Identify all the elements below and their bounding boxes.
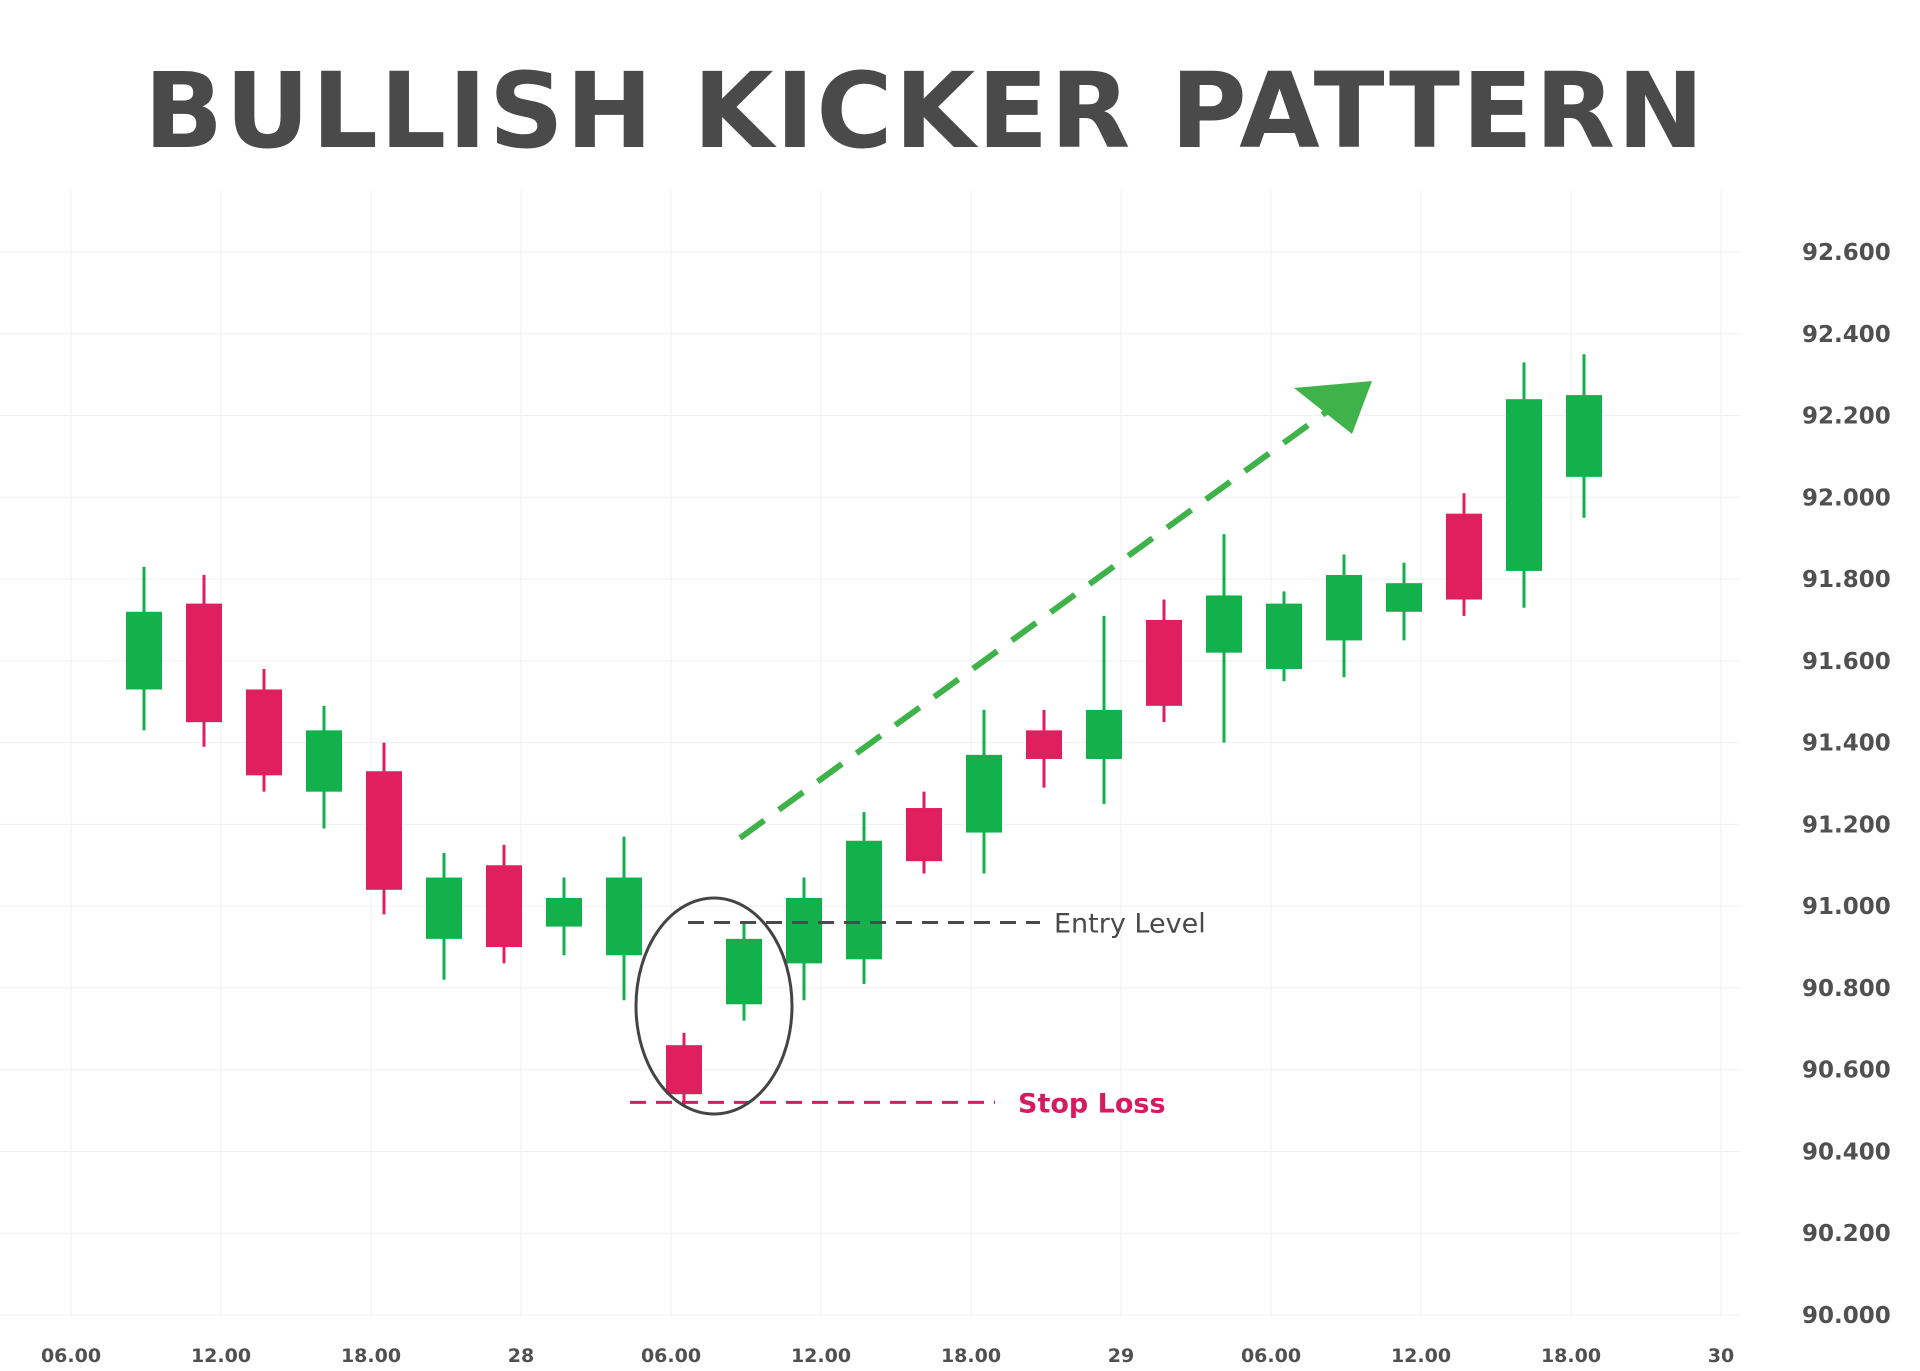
trend-arrow-line [738,399,1342,841]
bullish-candle [1386,562,1422,641]
bullish-candle [726,922,762,1021]
candle-body [486,865,522,948]
y-axis-ticks: 92.600 92.400 92.200 92.000 91.800 91.600 91.4… [1802,240,1891,1329]
x-tick-label: 12.00 [791,1345,851,1367]
x-tick-label: 12.00 [191,1345,251,1367]
y-tick-label: 91.600 [1802,649,1891,675]
candle-body [126,611,162,690]
bearish-candle [486,844,522,964]
candle-body [1086,709,1122,759]
bullish-candle [1206,534,1242,743]
annotations: Entry Level Stop Loss [630,381,1372,1119]
y-tick-label: 92.200 [1802,404,1891,430]
bearish-candle [366,742,402,915]
candle-body [786,897,822,964]
candle-body [366,771,402,890]
x-axis-ticks: 06.00 12.00 18.00 28 06.00 12.00 18.00 29 06.00 1… [41,1345,1734,1367]
candle-body [1386,583,1422,612]
y-tick-label: 90.000 [1802,1303,1891,1329]
bearish-candle [1446,493,1482,616]
x-tick-label: 28 [508,1345,534,1367]
candle-body [606,877,642,956]
bullish-candle [1266,591,1302,682]
bullish-candle [546,877,582,956]
candle-body [1506,399,1542,571]
bullish-candle [1086,615,1122,804]
candle-body [966,754,1002,833]
bullish-candle [1326,554,1362,678]
bearish-candle [1146,599,1182,723]
x-tick-label: 30 [1708,1345,1734,1367]
bullish-candle [966,709,1002,874]
trend-arrow-head [1294,381,1372,434]
entry-level-label: Entry Level [1054,909,1206,940]
bullish-candle [846,812,882,984]
y-tick-label: 92.400 [1802,322,1891,348]
candle-body [1446,513,1482,600]
kicker-highlight-ellipse [634,896,794,1116]
candle-body [1266,603,1302,670]
candle-body [1026,730,1062,759]
chart-title: BULLISH KICKER PATTERN [143,50,1707,172]
candle-body [726,938,762,1005]
y-tick-label: 90.800 [1802,976,1891,1002]
x-tick-label: 12.00 [1391,1345,1451,1367]
candle-body [186,603,222,723]
candle-body [846,840,882,960]
y-tick-label: 91.000 [1802,894,1891,920]
bullish-candle [1566,354,1602,518]
bearish-candle [906,791,942,874]
candle-body [306,730,342,792]
bullish-candle [786,877,822,1001]
bearish-candle [666,1032,702,1107]
x-tick-label: 06.00 [41,1345,101,1367]
bullish-candle [306,705,342,829]
y-tick-label: 90.200 [1802,1221,1891,1247]
candle-body [1326,574,1362,641]
x-tick-label: 06.00 [1241,1345,1301,1367]
candle-body [666,1045,702,1095]
candle-body [1566,395,1602,477]
x-tick-label: 18.00 [341,1345,401,1367]
y-tick-label: 92.600 [1802,240,1891,266]
stop-loss-label: Stop Loss [1018,1088,1166,1119]
y-tick-label: 91.800 [1802,567,1891,593]
y-tick-label: 90.600 [1802,1058,1891,1084]
candles [126,354,1602,1107]
candle-body [906,808,942,862]
y-tick-label: 90.400 [1802,1139,1891,1165]
candle-body [1146,619,1182,706]
bearish-candle [186,574,222,747]
x-tick-label: 18.00 [1541,1345,1601,1367]
y-tick-label: 91.400 [1802,731,1891,757]
candle-body [426,877,462,939]
candle-body [246,689,282,776]
x-tick-label: 18.00 [941,1345,1001,1367]
bearish-candle [1026,709,1062,788]
candle-body [1206,595,1242,653]
x-tick-label: 29 [1108,1345,1134,1367]
bullish-candle [606,836,642,1001]
x-tick-label: 06.00 [641,1345,701,1367]
bullish-candle [426,853,462,980]
y-tick-label: 92.000 [1802,485,1891,511]
bearish-candle [246,669,282,792]
y-tick-label: 91.200 [1802,812,1891,838]
bullish-candle [1506,362,1542,608]
candle-body [546,897,582,927]
bullish-candle [126,566,162,731]
